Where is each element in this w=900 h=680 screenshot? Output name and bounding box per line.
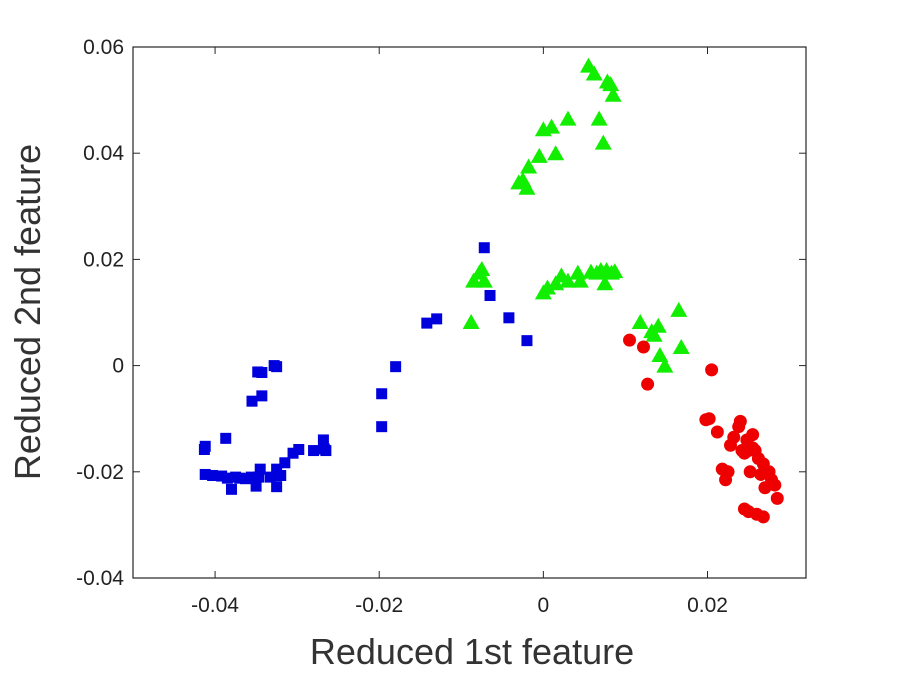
square-point (207, 470, 219, 482)
square-point (250, 480, 262, 492)
data-points (198, 57, 784, 524)
y-tick-label: -0.04 (76, 567, 124, 590)
triangle-point (473, 260, 491, 276)
square-point (376, 421, 388, 433)
triangle-point (543, 118, 561, 134)
y-tick-label: 0 (112, 355, 124, 378)
circle-point (721, 465, 735, 479)
square-point (484, 290, 496, 302)
square-point (279, 457, 291, 469)
triangle-point (559, 272, 577, 288)
x-axis-label: Reduced 1st feature (310, 631, 634, 672)
triangle-point (518, 179, 536, 195)
triangle-point (594, 134, 612, 150)
square-point (245, 471, 257, 483)
triangle-point (670, 301, 688, 317)
y-tick-label: 0.04 (83, 142, 124, 165)
axis-ticks: -0.04 -0.02 0 0.02 -0.04 -0.02 0 0.02 0.04 0.06 (76, 36, 806, 617)
square-point (199, 440, 211, 452)
square-point (320, 445, 332, 457)
square-point (216, 470, 228, 482)
square-point (271, 463, 283, 475)
square-point (521, 335, 533, 347)
square-point (246, 395, 258, 407)
square-point (256, 390, 268, 402)
triangle-point (547, 145, 565, 161)
y-tick-label: 0.06 (83, 36, 124, 59)
square-point (234, 472, 246, 484)
triangle-point (649, 317, 667, 333)
triangle-point (585, 65, 603, 81)
square-point (308, 445, 320, 457)
triangle-point (462, 314, 480, 330)
plot-frame (132, 46, 807, 579)
square-point (390, 361, 402, 373)
square-point (271, 481, 283, 493)
triangle-point (596, 275, 614, 291)
square-point (421, 317, 433, 329)
square-point (376, 388, 388, 400)
square-point (478, 242, 490, 254)
square-point (317, 434, 329, 446)
circle-point (636, 340, 650, 354)
square-point (264, 471, 276, 483)
square-point (221, 472, 233, 484)
plot-border (132, 46, 807, 579)
triangle-point (602, 76, 620, 92)
triangle-point (465, 272, 483, 288)
square-point (503, 312, 515, 324)
square-point (256, 367, 268, 379)
circle-point (641, 377, 655, 391)
circle-point (770, 491, 784, 505)
circle-point (702, 412, 716, 426)
circle-point (710, 425, 724, 439)
square-point (239, 473, 251, 485)
circle-point (705, 363, 719, 377)
square-point (254, 463, 266, 475)
circle-point (733, 414, 747, 428)
circle-point (743, 465, 757, 479)
triangle-point (538, 279, 556, 295)
circle-point (756, 510, 770, 524)
triangle-point (520, 158, 538, 174)
triangle-point (547, 275, 565, 291)
triangle-point (631, 314, 649, 330)
circle-point (746, 428, 760, 442)
triangle-point (645, 326, 663, 342)
triangle-point (651, 346, 669, 362)
y-axis-label: Reduced 2nd feature (7, 144, 48, 480)
triangle-point (604, 86, 622, 102)
x-tick-label: 0 (538, 594, 550, 617)
y-tick-label: 0.02 (83, 248, 124, 271)
triangle-point (606, 263, 624, 279)
triangle-point (672, 339, 690, 355)
square-point (220, 432, 232, 444)
y-tick-label: -0.02 (76, 461, 124, 484)
square-point (287, 447, 299, 459)
triangle-point (530, 147, 548, 163)
square-point (225, 483, 237, 495)
triangle-point (590, 110, 608, 126)
square-point (253, 471, 265, 483)
x-tick-label: -0.02 (355, 594, 403, 617)
square-point (199, 468, 211, 480)
x-tick-label: 0.02 (687, 594, 728, 617)
square-point (275, 470, 287, 482)
triangle-point (475, 272, 493, 288)
square-point (431, 313, 443, 325)
square-point (293, 443, 305, 455)
triangle-point (656, 357, 674, 373)
circle-point (768, 478, 782, 492)
x-tick-label: -0.04 (191, 594, 239, 617)
triangle-point (559, 110, 577, 126)
circle-point (727, 430, 741, 444)
circle-point (623, 333, 637, 347)
square-point (271, 361, 283, 373)
triangle-point (571, 272, 589, 288)
